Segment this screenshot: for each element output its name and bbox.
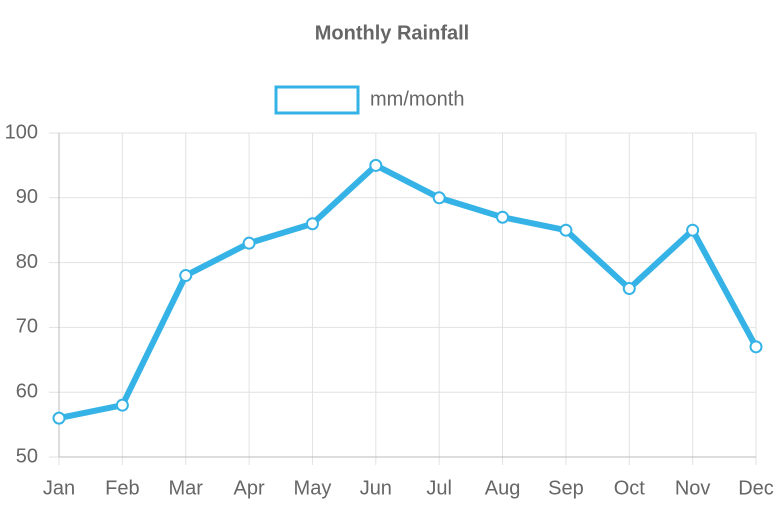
data-point: [496, 210, 510, 224]
x-tick-label: Nov: [675, 477, 711, 499]
x-tick-label: Aug: [485, 477, 521, 499]
data-point: [242, 236, 256, 250]
x-tick-label: Oct: [614, 477, 646, 499]
x-tick-label: Jun: [360, 477, 392, 499]
data-point: [686, 223, 700, 237]
data-point: [622, 282, 636, 296]
y-tick-label: 50: [16, 445, 38, 467]
data-point: [369, 158, 383, 172]
legend-swatch: [274, 85, 360, 115]
y-tick-label: 70: [16, 316, 38, 338]
x-tick-label: Dec: [738, 477, 774, 499]
data-point: [559, 223, 573, 237]
x-tick-label: Jul: [426, 477, 452, 499]
data-point: [305, 217, 319, 231]
x-tick-label: Feb: [105, 477, 139, 499]
y-tick-label: 100: [5, 121, 38, 143]
x-tick-label: Jan: [43, 477, 75, 499]
data-point: [179, 269, 193, 283]
legend-label: mm/month: [370, 88, 464, 110]
x-tick-label: Apr: [234, 477, 265, 499]
y-tick-label: 60: [16, 380, 38, 402]
x-tick-label: Mar: [169, 477, 204, 499]
data-point: [52, 411, 66, 425]
y-tick-label: 90: [16, 186, 38, 208]
x-tick-label: Sep: [548, 477, 584, 499]
data-point: [432, 191, 446, 205]
data-point: [749, 340, 763, 354]
chart-title: Monthly Rainfall: [315, 22, 469, 44]
data-point: [115, 398, 129, 412]
y-tick-label: 80: [16, 251, 38, 273]
data-line: [58, 162, 759, 422]
x-tick-label: May: [294, 477, 332, 499]
